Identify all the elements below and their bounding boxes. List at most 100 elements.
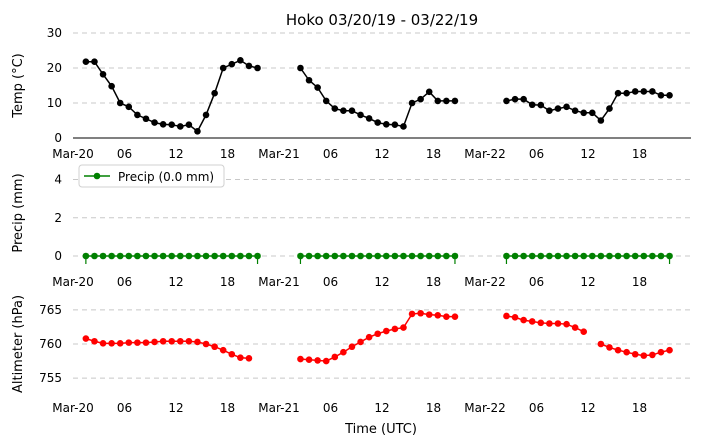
- data-point: [374, 119, 382, 126]
- data-point: [305, 356, 313, 364]
- data-point: [640, 88, 648, 95]
- data-point: [631, 252, 639, 260]
- x-tick-label: 18: [426, 275, 441, 289]
- data-point: [297, 64, 304, 72]
- data-point: [365, 115, 373, 122]
- data-point: [443, 313, 450, 320]
- data-point: [657, 92, 665, 99]
- data-point: [571, 252, 579, 260]
- data-point: [580, 109, 588, 117]
- data-point: [159, 337, 167, 345]
- data-point: [297, 355, 304, 363]
- data-point: [623, 252, 630, 260]
- data-point: [108, 340, 115, 347]
- x-tick-label: 06: [117, 275, 132, 289]
- series-line: [85, 59, 258, 133]
- data-point: [425, 252, 433, 260]
- x-tick-label: 12: [168, 401, 183, 415]
- legend: Precip (0.0 mm): [78, 164, 225, 188]
- data-point: [623, 348, 630, 356]
- x-tick-label: Mar-21: [258, 275, 299, 289]
- data-point: [563, 103, 570, 111]
- x-tick-label: 12: [580, 275, 595, 289]
- x-tick-label: 06: [323, 147, 338, 161]
- data-point: [546, 107, 553, 114]
- data-point: [134, 339, 141, 346]
- data-point: [116, 252, 124, 260]
- data-point: [91, 252, 98, 260]
- data-point: [434, 252, 442, 260]
- y-tick-label: 20: [47, 61, 62, 75]
- data-point: [228, 252, 236, 260]
- data-point: [649, 351, 656, 359]
- x-tick-label: 06: [117, 401, 132, 415]
- data-point: [365, 333, 373, 341]
- data-point: [142, 252, 150, 260]
- data-point: [408, 99, 416, 107]
- data-point: [176, 337, 184, 345]
- data-point: [571, 324, 579, 331]
- x-tick-label: 12: [374, 401, 389, 415]
- data-point: [134, 111, 141, 119]
- data-point: [614, 89, 622, 97]
- data-point: [528, 101, 536, 109]
- x-tick-label: 12: [168, 147, 183, 161]
- data-point: [554, 105, 562, 112]
- x-tick-label: 06: [323, 275, 338, 289]
- data-point: [237, 57, 244, 64]
- data-point: [185, 337, 193, 345]
- y-tick-label: 2: [54, 211, 62, 225]
- data-point: [228, 350, 236, 358]
- series-line: [506, 315, 585, 333]
- data-point: [400, 324, 407, 331]
- data-point: [185, 121, 193, 128]
- data-point: [151, 252, 158, 260]
- data-point: [563, 320, 570, 328]
- data-point: [425, 88, 433, 96]
- data-point: [314, 84, 321, 91]
- data-point: [408, 252, 416, 260]
- data-point: [408, 310, 416, 318]
- panel-2: 0 2 4 Precip (mm) Mar-20 06 12 18 Mar-21 06 12 18 Ma…: [11, 164, 691, 289]
- data-point: [666, 92, 673, 99]
- data-point: [331, 105, 339, 112]
- x-tick-label: 18: [426, 147, 441, 161]
- data-point: [357, 338, 364, 346]
- data-point: [649, 252, 656, 260]
- data-point: [125, 103, 133, 111]
- data-point: [597, 117, 605, 124]
- data-point: [82, 335, 90, 342]
- data-point: [99, 252, 107, 260]
- data-point: [194, 338, 201, 346]
- data-point: [202, 252, 210, 260]
- x-tick-label: 12: [374, 275, 389, 289]
- data-point: [125, 339, 133, 346]
- data-point: [116, 340, 124, 347]
- data-point: [348, 252, 356, 260]
- data-point: [348, 343, 356, 351]
- data-point: [571, 107, 579, 114]
- data-point: [425, 311, 433, 318]
- data-point: [503, 312, 510, 320]
- x-tick-label: 18: [220, 401, 235, 415]
- data-point: [520, 316, 527, 324]
- data-point: [382, 327, 390, 335]
- data-point: [365, 252, 373, 260]
- x-tick-label: Mar-20: [52, 275, 93, 289]
- data-point: [588, 252, 596, 260]
- data-point: [623, 89, 630, 97]
- data-point: [237, 252, 244, 260]
- data-point: [631, 350, 639, 358]
- data-point: [563, 252, 570, 260]
- data-point: [176, 252, 184, 260]
- data-point: [640, 252, 648, 260]
- data-point: [314, 357, 321, 364]
- data-point: [382, 252, 390, 260]
- panel-3: 755 760 765 Altimeter (hPa) Mar-20 06 12 18 Mar-…: [11, 295, 691, 415]
- data-point: [99, 340, 107, 347]
- data-point: [580, 252, 588, 260]
- data-point: [340, 107, 347, 114]
- data-point: [108, 252, 115, 260]
- data-point: [580, 328, 588, 336]
